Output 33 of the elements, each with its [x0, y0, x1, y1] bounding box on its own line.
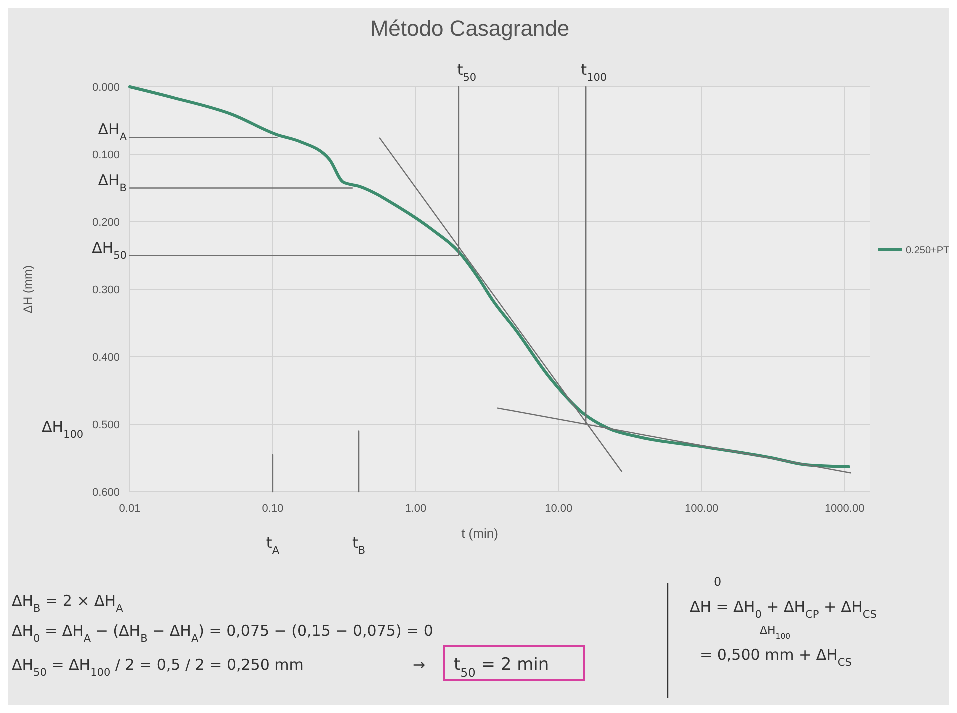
- text: →: [413, 656, 426, 674]
- y-tick-label: 0.000: [92, 82, 120, 94]
- annotation: ΔH$_{A}$: [98, 120, 128, 144]
- x-axis-title: t (min): [462, 526, 498, 541]
- annotation: t$_{B}$: [352, 534, 366, 557]
- text: ΔH$_{B}$ = 2 × ΔH$_{A}$: [12, 592, 124, 615]
- y-tick-label: 0.200: [92, 217, 120, 229]
- x-tick-label: 10.00: [545, 503, 573, 515]
- x-tick-label: 1.00: [405, 503, 427, 515]
- x-tick-label: 100.00: [685, 503, 719, 515]
- y-tick-label: 0.600: [92, 487, 120, 499]
- annotation: ΔH$_{B}$: [98, 171, 127, 194]
- x-tick-label: 0.10: [262, 503, 284, 515]
- text: 0: [714, 575, 722, 589]
- annotation: t$_{50}$: [457, 61, 477, 84]
- text: t$_{50}$ = 2 min: [454, 655, 550, 680]
- text: ΔH = ΔH$_{0}$ + ΔH$_{CP}$ + ΔH$_{CS}$: [690, 598, 878, 621]
- text: = 0,500 mm + ΔH$_{CS}$: [700, 646, 852, 669]
- annotation: ΔH$_{50}$: [92, 238, 127, 262]
- y-tick-label: 0.100: [92, 150, 120, 162]
- text: ΔH$_{50}$ = ΔH$_{100}$ / 2 = 0,5 / 2 = 0,250 mm: [12, 656, 304, 679]
- x-tick-label: 1000.00: [824, 503, 865, 515]
- chart-title: Método Casagrande: [370, 16, 570, 41]
- y-tick-label: 0.400: [92, 352, 120, 364]
- text: ΔH$_{0}$ = ΔH$_{A}$ − (ΔH$_{B}$ − ΔH$_{A}$) = 0,075 − (0,15 − 0,075) = 0: [12, 622, 434, 645]
- text: ΔH$_{100}$: [42, 418, 84, 441]
- y-tick-label: 0.300: [92, 284, 120, 296]
- annotation: t$_{100}$: [581, 61, 608, 84]
- x-tick-label: 0.01: [119, 503, 141, 515]
- y-axis-title: ΔH (mm): [21, 265, 35, 314]
- annotation: t$_{A}$: [266, 534, 280, 557]
- text: ΔH$_{100}$: [760, 624, 791, 640]
- y-tick-label: 0.500: [92, 420, 120, 432]
